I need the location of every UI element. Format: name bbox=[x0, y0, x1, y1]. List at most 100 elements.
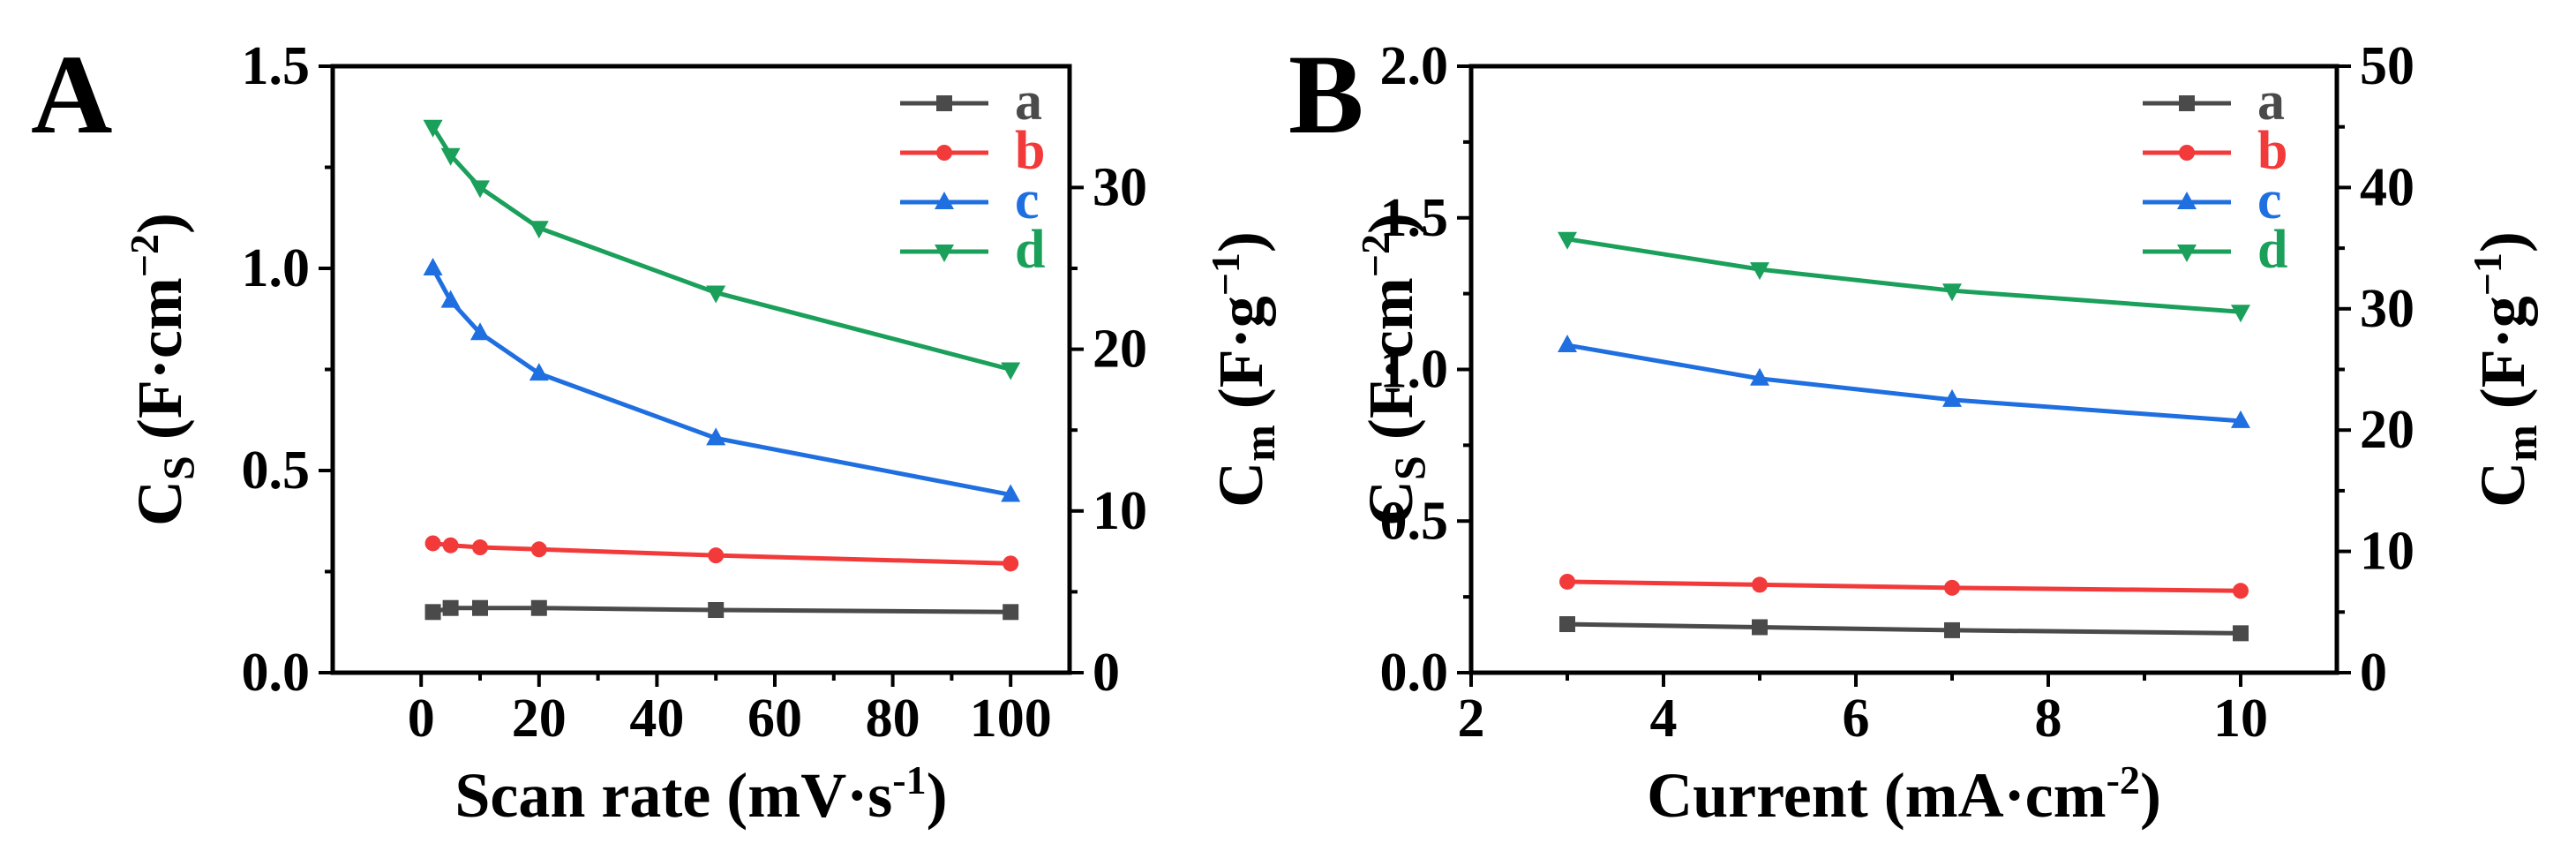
y-right-tick-label: 20 bbox=[1093, 320, 1147, 380]
x-tick-label: 80 bbox=[866, 689, 920, 749]
y-right-tick-label: 0 bbox=[1093, 643, 1120, 703]
y-right-tick-label: 10 bbox=[1093, 481, 1147, 541]
legend-label-c: c bbox=[1015, 170, 1040, 230]
data-point-d bbox=[470, 180, 490, 199]
y-left-tick-label: 1.0 bbox=[242, 238, 311, 298]
legend-label-d: d bbox=[2257, 220, 2287, 280]
data-point-a bbox=[1003, 604, 1019, 621]
data-point-b bbox=[708, 547, 725, 564]
data-point-c bbox=[470, 322, 490, 341]
data-point-a bbox=[442, 599, 459, 616]
data-point-a bbox=[1944, 621, 1960, 638]
data-point-c bbox=[1942, 388, 1962, 407]
x-axis-title: Current (mA·cm-2) bbox=[1647, 757, 2161, 831]
x-tick-label: 10 bbox=[2213, 689, 2268, 749]
y-left-tick-label: 0.5 bbox=[1380, 491, 1449, 551]
data-point-c bbox=[529, 363, 549, 381]
y-right-axis-title: Cm (F·g−1) bbox=[1203, 231, 1284, 508]
y-left-tick-label: 0.0 bbox=[1380, 643, 1449, 703]
data-point-a bbox=[472, 599, 488, 616]
data-point-d bbox=[706, 285, 726, 304]
y-left-tick-label: 2.0 bbox=[1380, 36, 1449, 96]
legend-marker-c bbox=[935, 192, 954, 209]
legend-label-a: a bbox=[2257, 72, 2285, 132]
legend-marker-d bbox=[935, 245, 954, 262]
data-point-d bbox=[2231, 305, 2250, 323]
y-right-tick-label: 50 bbox=[2360, 36, 2415, 96]
data-point-a bbox=[2233, 625, 2249, 642]
data-point-c bbox=[440, 290, 461, 308]
x-tick-label: 40 bbox=[629, 689, 684, 749]
legend-label-b: b bbox=[1015, 121, 1045, 181]
y-left-tick-label: 1.5 bbox=[1380, 188, 1449, 248]
legend-label-d: d bbox=[1015, 220, 1045, 280]
data-point-d bbox=[1558, 231, 1577, 250]
panel-letter: A bbox=[31, 32, 112, 157]
data-point-d bbox=[1942, 283, 1962, 302]
data-point-b bbox=[472, 539, 488, 556]
y-right-tick-label: 20 bbox=[2360, 400, 2415, 460]
data-point-a bbox=[1559, 616, 1575, 633]
panel-letter: B bbox=[1288, 32, 1363, 157]
data-point-c bbox=[706, 427, 726, 446]
plot-frame bbox=[330, 64, 1072, 675]
data-point-a bbox=[1752, 619, 1768, 636]
legend-label-c: c bbox=[2257, 170, 2282, 230]
data-point-a bbox=[530, 599, 547, 616]
x-tick-label: 0 bbox=[408, 689, 435, 749]
data-point-b bbox=[1944, 579, 1960, 596]
y-right-tick-label: 0 bbox=[2360, 643, 2387, 703]
series-line-c bbox=[431, 267, 1011, 497]
x-tick-label: 2 bbox=[1458, 689, 1485, 749]
data-point-d bbox=[1001, 362, 1021, 380]
data-point-c bbox=[2231, 410, 2250, 428]
data-point-b bbox=[530, 541, 547, 558]
legend-marker-b bbox=[2179, 145, 2195, 161]
data-point-a bbox=[424, 604, 441, 621]
legend-marker-a bbox=[2179, 95, 2195, 111]
data-point-d bbox=[529, 221, 549, 239]
series-line-a bbox=[1566, 621, 2242, 636]
data-point-b bbox=[1003, 555, 1019, 572]
y-right-tick-label: 40 bbox=[2360, 157, 2415, 217]
y-right-axis-title: Cm (F·g−1) bbox=[2465, 231, 2546, 508]
data-point-b bbox=[442, 537, 459, 554]
data-point-c bbox=[1750, 367, 1769, 386]
y-left-axis-title: CS (F·cm−2) bbox=[1353, 213, 1434, 526]
chart-panel-b: B 2 4 6 8 10 0.0 0.5 1.0 1.5 2.0 0 10 20 30 40 50 Current… bbox=[1288, 32, 2546, 831]
data-point-b bbox=[2233, 583, 2249, 599]
x-tick-label: 6 bbox=[1843, 689, 1870, 749]
x-axis-title: Scan rate (mV·s-1) bbox=[454, 757, 947, 831]
data-point-b bbox=[424, 535, 441, 552]
data-point-d bbox=[1750, 262, 1769, 281]
series-line-b bbox=[1566, 579, 2242, 593]
y-left-axis-title: CS (F·cm−2) bbox=[122, 213, 203, 526]
legend-marker-a bbox=[936, 95, 952, 111]
chart-panel-a: A 0 20 40 60 80 100 0.0 0.5 1.0 1.5 0 10 20 30 Scan rat… bbox=[31, 32, 1284, 831]
data-point-d bbox=[423, 119, 443, 138]
y-right-tick-label: 30 bbox=[2360, 279, 2415, 339]
y-left-tick-label: 1.5 bbox=[242, 36, 311, 96]
x-tick-label: 60 bbox=[747, 689, 802, 749]
series-line-c bbox=[1566, 343, 2242, 424]
y-right-tick-label: 30 bbox=[1093, 157, 1147, 217]
y-left-tick-label: 1.0 bbox=[1380, 340, 1449, 400]
legend-label-b: b bbox=[2257, 121, 2287, 181]
legend-marker-c bbox=[2177, 192, 2197, 209]
y-left-tick-label: 0.0 bbox=[242, 643, 311, 703]
y-right-tick-label: 10 bbox=[2360, 522, 2415, 582]
legend-marker-d bbox=[2177, 245, 2197, 262]
data-point-b bbox=[1559, 573, 1575, 590]
x-tick-label: 8 bbox=[2035, 689, 2062, 749]
data-point-c bbox=[1558, 335, 1577, 353]
x-tick-label: 100 bbox=[970, 689, 1052, 749]
data-point-c bbox=[423, 258, 443, 275]
x-tick-label: 4 bbox=[1650, 689, 1678, 749]
legend-marker-b bbox=[936, 145, 952, 161]
series-line-d bbox=[1566, 237, 2242, 314]
data-point-a bbox=[708, 602, 725, 619]
y-left-tick-label: 0.5 bbox=[242, 441, 311, 501]
x-tick-label: 20 bbox=[512, 689, 567, 749]
legend-label-a: a bbox=[1015, 72, 1042, 132]
